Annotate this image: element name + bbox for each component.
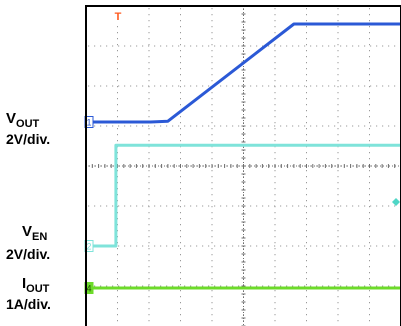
trigger-marker-label: T (115, 11, 122, 23)
vout-trace (86, 22, 401, 124)
svg-text:IOUT: IOUT (22, 275, 50, 295)
vout-label: VOUT 2V/div. (6, 110, 50, 147)
iout-label-sub: OUT (26, 283, 50, 295)
vout-label-main: V (6, 110, 16, 127)
grid (85, 5, 401, 326)
svg-text:VOUT: VOUT (6, 110, 40, 130)
iout-label-main: I (22, 275, 26, 292)
channel-marker-label: 4 (86, 284, 91, 294)
vout-scale: 2V/div. (6, 131, 50, 147)
ven-trace (86, 143, 401, 248)
trigger-marker: T (114, 8, 122, 23)
channel-markers: 1 2 4 (84, 116, 94, 294)
channel-marker-label: 1 (86, 118, 91, 128)
ven-label-main: V (22, 223, 32, 240)
iout-label: IOUT 1A/div. (6, 275, 51, 312)
svg-text:VEN: VEN (22, 223, 47, 243)
ven-scale: 2V/div. (6, 246, 50, 262)
ven-label-sub: EN (32, 231, 47, 243)
trigger-marker-bg (114, 8, 122, 22)
iout-scale: 1A/div. (6, 296, 51, 312)
plot-frame (85, 5, 401, 326)
channel-marker-label: 2 (86, 242, 91, 252)
ven-label: VEN 2V/div. (6, 223, 50, 262)
traces (86, 22, 401, 290)
channel-labels: VOUT 2V/div. VEN 2V/div. IOUT 1A/div. (6, 110, 51, 312)
plot-area: 1 2 4 T (84, 5, 401, 326)
vout-label-sub: OUT (16, 118, 40, 130)
trigger-level-marker (392, 198, 400, 206)
